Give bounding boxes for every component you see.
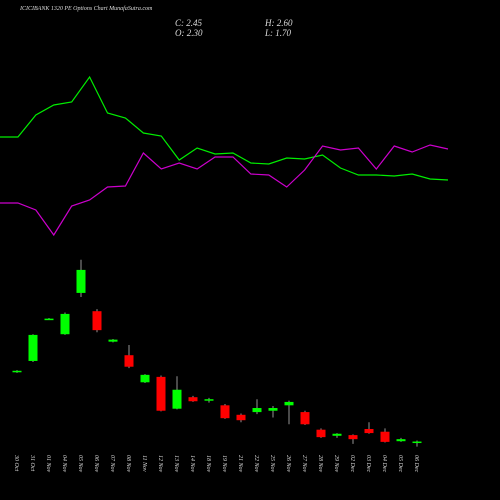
- x-tick-label: 26 Nov: [285, 455, 291, 473]
- close-label: C: 2.45: [175, 18, 203, 28]
- x-tick-label: 05 Dec: [397, 455, 403, 472]
- x-tick-label: 05 Nov: [77, 455, 83, 473]
- candle-body: [396, 439, 406, 442]
- candle-body: [108, 339, 118, 342]
- x-tick-label: 01 Nov: [45, 455, 51, 473]
- x-tick-label: 04 Dec: [381, 455, 388, 472]
- x-tick-label: 29 Nov: [333, 455, 339, 473]
- candle-body: [220, 405, 230, 419]
- candle-body: [12, 370, 22, 373]
- x-tick-label: 31 Oct: [29, 454, 35, 471]
- candle-body: [92, 311, 102, 331]
- candle-body: [236, 414, 246, 421]
- x-tick-label: 30 Oct: [13, 454, 19, 471]
- x-tick-label: 03 Dec: [365, 455, 371, 472]
- candle-body: [284, 401, 294, 406]
- high-label: H: 2.60: [264, 18, 293, 28]
- candle-body: [156, 376, 166, 411]
- candle-body: [60, 313, 70, 335]
- x-tick-label: 19 Nov: [221, 455, 227, 473]
- chart-title: ICICIBANK 1320 PE Options Chart MunafaSu…: [19, 5, 153, 12]
- candle-body: [252, 408, 262, 413]
- candle-body: [348, 435, 358, 440]
- candle-body: [380, 431, 390, 442]
- candle-body: [364, 429, 374, 434]
- x-tick-label: 07 Nov: [109, 455, 115, 473]
- x-tick-label: 13 Nov: [173, 455, 179, 473]
- x-tick-label: 18 Nov: [205, 455, 211, 473]
- candle-body: [300, 412, 310, 425]
- x-tick-label: 12 Nov: [157, 455, 163, 473]
- candle-body: [28, 334, 38, 361]
- x-tick-label: 11 Nov: [141, 455, 147, 472]
- low-label: L: 1.70: [264, 28, 292, 38]
- x-tick-label: 02 Dec: [349, 455, 355, 472]
- candle-body: [268, 408, 278, 411]
- x-tick-label: 04 Nov: [61, 455, 68, 473]
- candle-body: [204, 399, 214, 401]
- x-tick-label: 06 Nov: [93, 455, 99, 473]
- x-tick-label: 22 Nov: [253, 455, 259, 473]
- x-tick-label: 08 Nov: [125, 455, 131, 473]
- indicator-line: [0, 144, 449, 237]
- candle-body: [172, 389, 182, 409]
- candle-body: [412, 441, 422, 444]
- candle-body: [76, 269, 86, 293]
- x-tick-label: 21 Nov: [237, 455, 243, 473]
- x-tick-label: 06 Dec: [413, 455, 419, 472]
- x-tick-label: 25 Nov: [269, 455, 275, 473]
- candle-body: [140, 374, 150, 383]
- indicator-line: [0, 75, 449, 181]
- x-tick-label: 27 Nov: [301, 455, 307, 473]
- candle-body: [44, 318, 54, 321]
- open-label: O: 2.30: [175, 28, 203, 38]
- candle-body: [188, 397, 198, 402]
- candle-body: [124, 355, 134, 367]
- x-tick-label: 14 Nov: [189, 455, 196, 473]
- candle-body: [316, 429, 326, 438]
- x-tick-label: 28 Nov: [317, 455, 323, 473]
- candle-body: [332, 433, 342, 436]
